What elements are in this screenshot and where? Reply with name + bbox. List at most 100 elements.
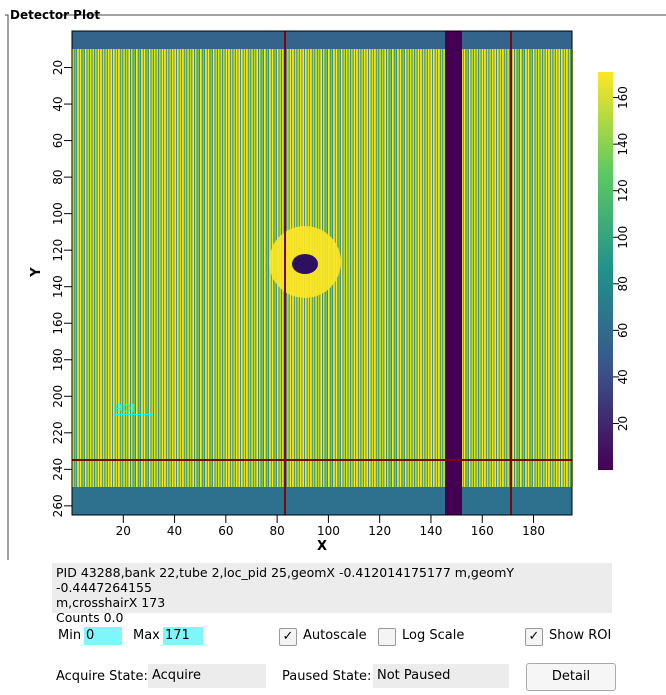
x-tick-label: 80	[269, 524, 284, 538]
heatmap-column	[512, 49, 515, 487]
heatmap-column	[397, 49, 399, 487]
heatmap-column	[187, 49, 189, 487]
detail-button[interactable]: Detail	[526, 663, 616, 691]
y-tick-label: 240	[51, 458, 65, 481]
y-tick-label: 260	[51, 494, 65, 517]
heatmap-column	[194, 49, 197, 487]
autoscale-checkbox[interactable]: ✓	[279, 628, 297, 646]
heatmap-column	[256, 49, 259, 487]
heatmap-column	[166, 49, 169, 487]
heatmap-column	[356, 49, 358, 487]
heatmap-column	[363, 49, 366, 487]
heatmap-column	[161, 49, 164, 487]
heatmap-column	[182, 49, 184, 487]
heatmap-column	[84, 49, 87, 487]
heatmap-column	[479, 49, 481, 487]
acquire-value: Acquire	[148, 664, 266, 688]
heatmap-column	[92, 49, 95, 487]
heatmap-column	[217, 49, 220, 487]
heatmap-column	[107, 49, 110, 487]
heatmap-column	[153, 49, 156, 487]
x-axis-label: X	[317, 539, 327, 554]
heatmap-column	[463, 49, 466, 487]
y-tick-label: 60	[51, 133, 65, 148]
heatmap-column	[164, 49, 166, 487]
heatmap-column	[394, 49, 397, 487]
x-tick-label: 140	[420, 524, 443, 538]
heatmap-column	[125, 49, 128, 487]
max-label: Max	[133, 628, 160, 643]
heatmap-column	[376, 49, 379, 487]
heatmap-column	[473, 49, 476, 487]
heatmap-column	[87, 49, 90, 487]
heatmap-column	[494, 49, 497, 487]
colorbar-tick-label: 140	[616, 133, 630, 156]
heatmap-column	[560, 49, 563, 487]
heatmap-column	[102, 49, 105, 487]
heatmap-column	[548, 49, 550, 487]
y-tick-label: 180	[51, 348, 65, 371]
heatmap-column	[230, 49, 233, 487]
x-tick-label: 180	[522, 524, 545, 538]
heatmap-column	[530, 49, 532, 487]
heatmap-column	[540, 49, 543, 487]
heatmap-column	[489, 49, 491, 487]
heatmap-column	[233, 49, 235, 487]
heatmap-column	[440, 49, 443, 487]
y-tick-label: 100	[51, 202, 65, 225]
heatmap-column	[507, 49, 509, 487]
x-tick-label: 120	[368, 524, 391, 538]
paused-value: Not Paused	[373, 664, 509, 688]
heatmap-column	[468, 49, 471, 487]
heatmap-column	[371, 49, 374, 487]
heatmap-column	[266, 49, 269, 487]
heatmap-gap	[445, 31, 462, 515]
y-tick-label: 40	[51, 96, 65, 111]
heatmap-column	[481, 49, 484, 487]
heatmap-column	[499, 49, 502, 487]
heatmap-column	[184, 49, 187, 487]
heatmap-column	[223, 49, 225, 487]
colorbar-tick-label: 100	[616, 226, 630, 249]
autoscale-label: Autoscale	[303, 628, 367, 643]
heatmap-column	[345, 49, 348, 487]
min-input[interactable]: 0	[84, 627, 122, 645]
heatmap-column	[174, 49, 177, 487]
heatmap-column	[264, 49, 266, 487]
x-tick-label: 40	[167, 524, 182, 538]
heatmap-column	[146, 49, 148, 487]
heatmap-column	[105, 49, 107, 487]
heatmap-column	[522, 49, 525, 487]
heatmap-column	[379, 49, 381, 487]
heatmap-column	[553, 49, 555, 487]
show-roi-label: Show ROI	[549, 628, 612, 643]
heatmap-column	[435, 49, 438, 487]
heatmap-column	[171, 49, 174, 487]
heatmap-column	[368, 49, 371, 487]
log-scale-checkbox[interactable]	[378, 628, 396, 646]
max-input[interactable]: 171	[163, 627, 203, 645]
heatmap-column	[491, 49, 494, 487]
heatmap-column	[389, 49, 392, 487]
y-axis-label: Y	[29, 267, 44, 278]
heatmap	[72, 31, 573, 515]
y-tick-label: 160	[51, 312, 65, 335]
heatmap-column	[443, 49, 445, 487]
heatmap-hole	[292, 254, 318, 274]
heatmap-column	[220, 49, 223, 487]
x-tick-label: 160	[471, 524, 494, 538]
heatmap-column	[550, 49, 553, 487]
heatmap-column	[100, 49, 102, 487]
heatmap-column	[392, 49, 394, 487]
heatmap-column	[527, 49, 530, 487]
heatmap-column	[496, 49, 499, 487]
show-roi-checkbox[interactable]: ✓	[525, 628, 543, 646]
heatmap-column	[555, 49, 558, 487]
heatmap-column	[476, 49, 479, 487]
heatmap-column	[514, 49, 517, 487]
heatmap-column	[427, 49, 430, 487]
heatmap-column	[438, 49, 440, 487]
colorbar-tick-label: 20	[616, 416, 630, 431]
heatmap-column	[466, 49, 468, 487]
